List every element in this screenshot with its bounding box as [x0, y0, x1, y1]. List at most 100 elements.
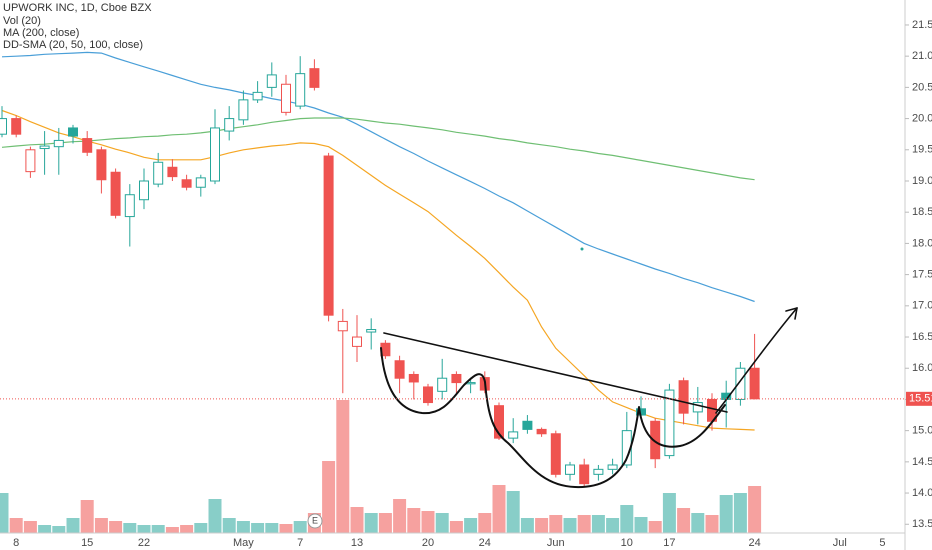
- candle-body: [607, 464, 618, 470]
- candle-body: [238, 99, 249, 121]
- y-tick-label: 17.00: [912, 300, 932, 312]
- volume-bar: [435, 513, 449, 533]
- volume-bar: [251, 523, 265, 533]
- volume-bar: [705, 515, 719, 533]
- x-tick-label: 24: [748, 537, 760, 549]
- volume-bar: [535, 518, 549, 533]
- chart-title: UPWORK INC, 1D, Cboe BZX: [3, 2, 152, 14]
- volume-bar: [236, 521, 250, 533]
- volume-bar: [364, 513, 378, 533]
- x-tick-label: 10: [621, 537, 633, 549]
- volume-bar: [109, 521, 123, 533]
- volume-bar: [23, 521, 37, 533]
- volume-bar: [165, 527, 179, 533]
- candle-body: [210, 127, 220, 182]
- volume-bar: [38, 525, 52, 533]
- earnings-circle: [307, 513, 323, 529]
- volume-bar: [648, 521, 662, 533]
- x-tick-label: 15: [81, 537, 93, 549]
- volume-bar: [506, 491, 520, 533]
- y-tick-label: 15.00: [912, 425, 932, 437]
- x-tick-label: 5: [879, 537, 885, 549]
- y-tick-label: 13.50: [912, 518, 932, 530]
- candle-body: [650, 420, 661, 460]
- y-tick-label: 18.50: [912, 206, 932, 218]
- volume-bar: [478, 513, 492, 533]
- y-tick-label: 16.00: [912, 362, 932, 374]
- volume-bar: [350, 507, 364, 533]
- candle-body: [394, 360, 405, 379]
- volume-pane: [0, 400, 762, 533]
- volume-bar: [662, 493, 676, 533]
- x-tick-label: 13: [351, 537, 363, 549]
- candle-body: [323, 155, 334, 316]
- volume-bar: [378, 513, 392, 533]
- volume-bar: [66, 518, 80, 533]
- volume-bar: [0, 493, 9, 533]
- volume-bar: [393, 499, 407, 533]
- candle-body: [11, 118, 22, 135]
- candle-body: [678, 380, 689, 414]
- candle-body: [522, 420, 533, 430]
- candle-body: [423, 386, 433, 404]
- volume-bar: [322, 461, 336, 533]
- candle-body: [494, 405, 504, 439]
- candle-body: [579, 464, 590, 485]
- candle-body: [408, 373, 419, 383]
- candle-body: [139, 180, 149, 201]
- volume-bar: [52, 526, 66, 533]
- volume-bar: [449, 521, 463, 533]
- candle-body: [735, 367, 746, 400]
- legend: UPWORK INC, 1D, Cboe BZX Vol (20) MA (20…: [3, 2, 152, 51]
- candle-body: [224, 118, 235, 132]
- x-tick-label: 17: [663, 537, 675, 549]
- candle-body: [692, 402, 703, 413]
- volume-bar: [265, 523, 279, 533]
- candle-body: [195, 177, 206, 188]
- marker-dot: [580, 247, 584, 251]
- candle-body: [124, 194, 135, 218]
- volume-bar: [80, 500, 94, 533]
- candle-body: [437, 377, 448, 392]
- candle-body: [565, 464, 575, 475]
- y-tick-label: 20.50: [912, 81, 932, 93]
- candle-body: [337, 320, 348, 332]
- y-tick-label: 21.50: [912, 19, 932, 31]
- volume-bar: [606, 518, 620, 533]
- volume-bar: [222, 518, 236, 533]
- candle-body: [295, 73, 306, 107]
- y-tick-label: 20.00: [912, 112, 932, 124]
- y-tick-label: 17.50: [912, 269, 932, 281]
- volume-bar: [577, 515, 591, 533]
- volume-bar: [620, 505, 634, 533]
- moving-averages: [1, 51, 755, 431]
- candle-body: [25, 149, 36, 173]
- candle-body: [0, 118, 7, 135]
- y-tick-label: 14.50: [912, 456, 932, 468]
- volume-bar: [563, 518, 577, 533]
- earnings-marker: E: [307, 513, 323, 529]
- candle-body: [181, 179, 192, 188]
- x-tick-label: Jun: [547, 537, 565, 549]
- volume-bar: [407, 508, 421, 533]
- candle-body: [550, 433, 561, 475]
- volume-bar: [492, 485, 506, 533]
- volume-bar: [9, 518, 23, 533]
- x-tick-label: 22: [138, 537, 150, 549]
- user-drawings: [380, 307, 798, 489]
- volume-bar: [123, 523, 137, 533]
- candle-body: [252, 91, 263, 101]
- candle-body: [664, 389, 675, 457]
- candle-body: [266, 74, 277, 88]
- candle-body: [153, 161, 164, 185]
- earnings-label: E: [312, 515, 318, 525]
- y-tick-label: 21.00: [912, 50, 932, 62]
- trend-line: [383, 332, 728, 413]
- candle-body: [536, 428, 547, 435]
- ma-line: [1, 51, 755, 303]
- x-tick-label: Jul: [833, 537, 847, 549]
- legend-entry: DD-SMA (20, 50, 100, close): [3, 39, 143, 51]
- volume-bar: [691, 513, 705, 533]
- x-tick-label: 24: [479, 537, 491, 549]
- candle-body: [39, 145, 50, 150]
